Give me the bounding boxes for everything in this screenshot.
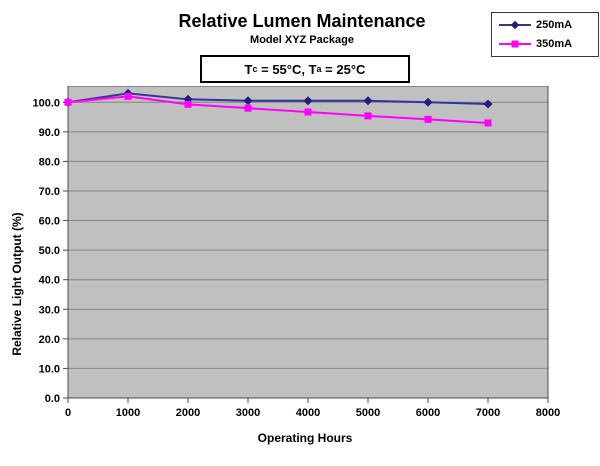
legend: 250mA 350mA: [491, 12, 599, 57]
chart-subtitle: Model XYZ Package: [250, 34, 354, 46]
legend-label-250ma: 250mA: [536, 19, 573, 31]
data-point-350mA: [124, 92, 132, 100]
condition-text: = 55°C, T: [257, 61, 317, 77]
data-point-350mA: [364, 112, 372, 120]
y-tick-label: 0.0: [45, 393, 60, 405]
square-marker-icon: [511, 40, 519, 48]
data-point-350mA: [244, 104, 252, 112]
x-axis-title: Operating Hours: [257, 431, 353, 445]
plot-border: [67, 86, 549, 399]
x-tick-label: 1000: [116, 407, 140, 419]
plot-area: 0.0 10.0 20.0 30.0 40.0 50.0 60.0 70.0 80.0 90.0 1…: [32, 86, 560, 419]
x-tick-label: 7000: [476, 407, 500, 419]
data-point-250mA: [243, 96, 253, 106]
legend-line-250ma: [499, 20, 531, 30]
legend-item-350ma: 350mA: [499, 37, 593, 51]
x-tick-label: 6000: [416, 407, 440, 419]
y-tick-label: 100.0: [32, 97, 60, 109]
legend-item-250ma: 250mA: [499, 18, 593, 32]
condition-subscript: a: [316, 64, 322, 74]
condition-text: T: [244, 61, 253, 77]
y-tick-label: 40.0: [39, 275, 60, 287]
y-tick-label: 60.0: [39, 216, 60, 228]
x-tick-label: 5000: [356, 407, 380, 419]
condition-text: = 25°C: [321, 61, 366, 77]
data-point-250mA: [423, 97, 433, 107]
data-point-350mA: [424, 115, 432, 123]
data-point-350mA: [304, 108, 312, 116]
y-tick-label: 80.0: [39, 156, 60, 168]
condition-subscript: c: [252, 64, 258, 74]
x-tick-label: 2000: [176, 407, 200, 419]
y-tick-label: 50.0: [39, 245, 60, 257]
data-point-250mA: [363, 96, 373, 106]
legend-line-350ma: [499, 39, 531, 49]
series-line-350mA: [67, 95, 489, 124]
data-point-350mA: [484, 119, 492, 127]
data-point-250mA: [183, 94, 193, 104]
diamond-marker-icon: [510, 20, 520, 30]
data-point-250mA: [303, 96, 313, 106]
legend-label-350ma: 350mA: [536, 38, 573, 50]
y-tick-label: 90.0: [39, 127, 60, 139]
y-tick-label: 30.0: [39, 304, 60, 316]
y-tick-label: 70.0: [39, 186, 60, 198]
y-tick-label: 10.0: [39, 363, 60, 375]
series-line-250mA: [67, 92, 489, 106]
x-tick-label: 0: [65, 407, 71, 419]
x-tick-label: 4000: [296, 407, 320, 419]
chart-title: Relative Lumen Maintenance: [178, 11, 426, 31]
x-tick-label: 8000: [536, 407, 560, 419]
x-tick-label: 3000: [236, 407, 260, 419]
data-point-350mA: [184, 100, 192, 108]
plot-background: [68, 86, 548, 398]
data-point-250mA: [483, 99, 493, 109]
y-axis-title: Relative Light Output (%): [10, 212, 24, 356]
y-tick-label: 20.0: [39, 334, 60, 346]
data-point-350mA: [64, 98, 72, 106]
